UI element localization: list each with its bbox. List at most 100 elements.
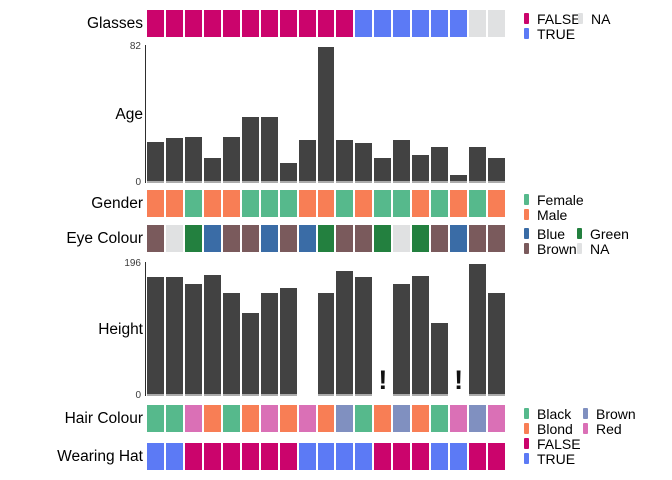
glasses-tile-16 (431, 10, 449, 37)
hat-tile-3 (184, 443, 202, 470)
legend-item-blue: Blue (524, 226, 565, 242)
gender-tile-1 (147, 190, 164, 217)
glasses-tile-7 (260, 10, 278, 37)
false-swatch-icon (524, 13, 529, 24)
y-axis-height (145, 262, 146, 396)
hat-tile-2 (165, 443, 183, 470)
height-column-8 (279, 264, 297, 396)
legend-item-black: Black (524, 405, 572, 422)
legend-label: NA (590, 240, 610, 257)
legend-item-red: Red (583, 420, 622, 437)
age-bar-11 (336, 139, 354, 183)
row-label-height: Height (98, 321, 143, 338)
height-column-5 (222, 264, 240, 396)
hat-tile-6 (241, 443, 259, 470)
gender-tile-9 (298, 190, 316, 217)
bar-chart-height: !! (147, 264, 505, 396)
black-swatch-icon (524, 408, 529, 419)
eye-tile-17 (450, 225, 468, 252)
gender-tile-12 (355, 190, 373, 217)
gender-tile-14 (393, 190, 411, 217)
height-column-10 (317, 264, 335, 396)
glasses-tile-9 (298, 10, 316, 37)
hair-tile-16 (431, 405, 449, 432)
strip-eye (147, 225, 505, 252)
eye-tile-12 (355, 225, 373, 252)
legend-item-true: TRUE (524, 451, 575, 467)
eye-tile-11 (336, 225, 354, 252)
hair-tile-13 (374, 405, 392, 432)
height-axis-max-label: 196 (124, 258, 141, 269)
age-column-16 (431, 47, 449, 183)
height-column-12 (355, 264, 373, 396)
age-column-8 (279, 47, 297, 183)
red-swatch-icon (583, 423, 588, 434)
gender-tile-11 (336, 190, 354, 217)
legend-label: Green (590, 225, 629, 242)
legend-item-na: NA (577, 240, 610, 257)
age-bar-3 (184, 136, 202, 183)
height-axis-zero-label: 0 (135, 390, 141, 401)
height-column-11 (336, 264, 354, 396)
height-bar-8 (279, 287, 297, 396)
height-column-19 (488, 264, 505, 396)
glasses-tile-12 (355, 10, 373, 37)
age-column-4 (203, 47, 221, 183)
glasses-tile-11 (336, 10, 354, 37)
true-swatch-icon (524, 453, 529, 464)
gender-tile-10 (317, 190, 335, 217)
glasses-tile-3 (184, 10, 202, 37)
age-column-15 (412, 47, 430, 183)
gender-tile-15 (412, 190, 430, 217)
hat-tile-9 (298, 443, 316, 470)
age-column-18 (469, 47, 487, 183)
age-column-13 (374, 47, 392, 183)
hair-tile-9 (298, 405, 316, 432)
hair-tile-15 (412, 405, 430, 432)
glasses-tile-6 (241, 10, 259, 37)
age-column-11 (336, 47, 354, 183)
height-column-3 (184, 264, 202, 396)
row-label-gender: Gender (91, 194, 143, 212)
gender-tile-18 (469, 190, 487, 217)
hat-tile-19 (488, 443, 505, 470)
height-bar-11 (336, 271, 354, 396)
height-bar-15 (412, 276, 430, 396)
blue-swatch-icon (524, 228, 529, 239)
hat-tile-8 (279, 443, 297, 470)
legend-label: Red (596, 420, 622, 437)
legend-item-false: FALSE (524, 436, 581, 452)
height-bar-2 (165, 276, 183, 396)
age-axis-zero-label: 0 (135, 177, 141, 188)
glasses-tile-10 (317, 10, 335, 37)
gender-tile-5 (222, 190, 240, 217)
age-bar-7 (260, 116, 278, 183)
age-bar-14 (393, 139, 411, 183)
age-bar-13 (374, 158, 392, 183)
age-column-2 (165, 47, 183, 183)
hat-tile-4 (203, 443, 221, 470)
legend-item-true: TRUE (524, 26, 575, 42)
age-column-10 (317, 47, 335, 183)
na-swatch-icon (578, 13, 583, 24)
row-label-hair: Hair Colour (64, 409, 143, 427)
hair-tile-2 (165, 405, 183, 432)
hair-tile-12 (355, 405, 373, 432)
height-bar-10 (317, 292, 335, 396)
legend-label: NA (591, 10, 611, 27)
legend-item-brown: Brown (524, 241, 577, 257)
age-bar-5 (222, 136, 240, 183)
eye-tile-1 (147, 225, 164, 252)
eye-tile-15 (412, 225, 430, 252)
hat-tile-1 (147, 443, 164, 470)
glasses-tile-5 (222, 10, 240, 37)
legend-label: FALSE (537, 10, 581, 27)
hat-tile-17 (450, 443, 468, 470)
legend-label: Black (537, 405, 572, 422)
age-bar-17 (450, 174, 468, 183)
legend-label: Brown (596, 405, 636, 422)
glasses-tile-2 (165, 10, 183, 37)
gender-tile-3 (184, 190, 202, 217)
height-column-15 (412, 264, 430, 396)
hair-tile-1 (147, 405, 164, 432)
